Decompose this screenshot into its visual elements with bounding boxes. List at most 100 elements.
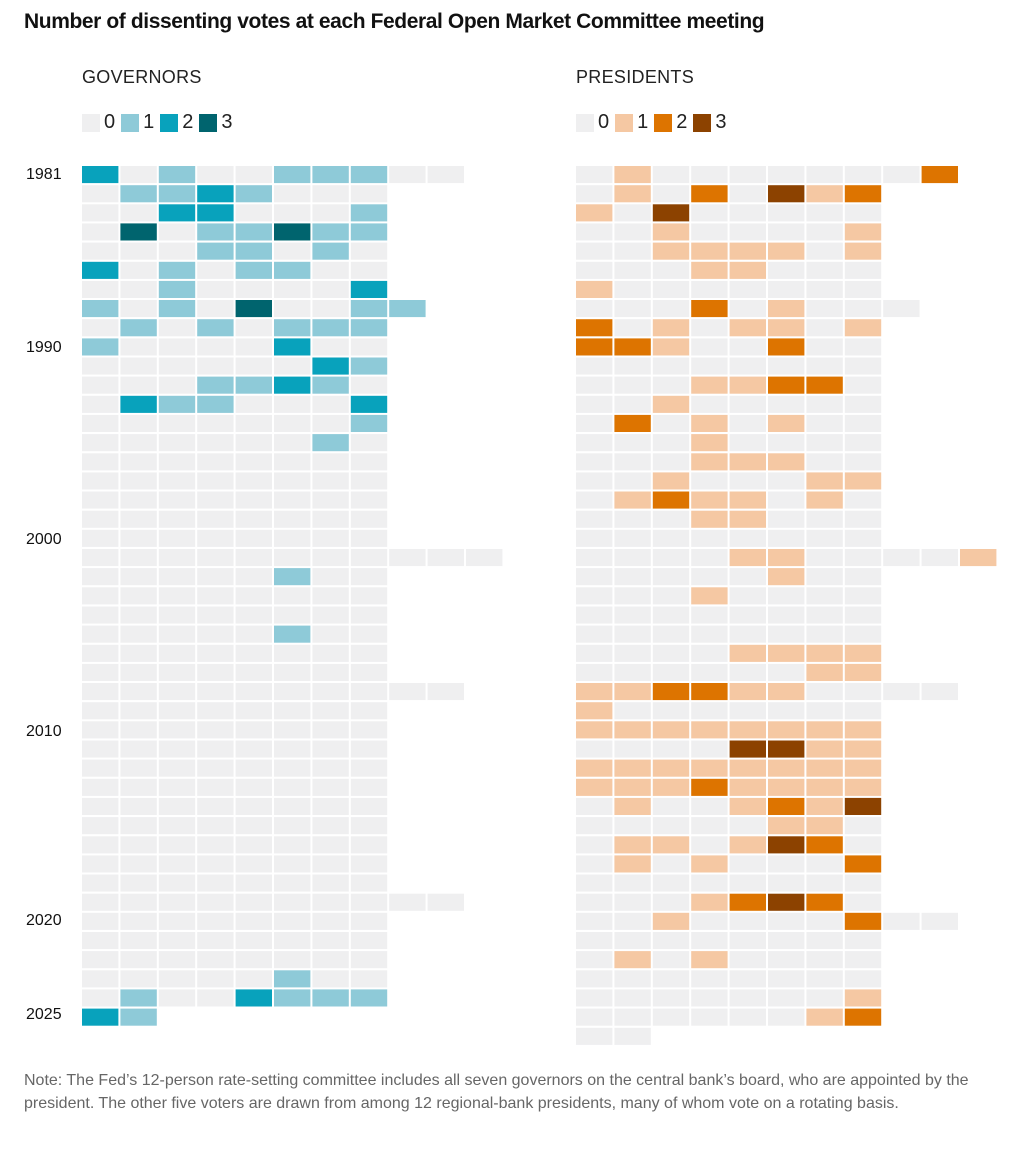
cell-presidents-1986-3 xyxy=(652,261,690,279)
cell-presidents-2011-3 xyxy=(652,740,690,758)
cell-presidents-2025-2 xyxy=(614,1008,651,1026)
cell-presidents-2016-1 xyxy=(576,836,613,854)
cell-presidents-2011-2 xyxy=(614,740,651,758)
cell-governors-1999-2 xyxy=(120,510,157,528)
cell-governors-2014-4 xyxy=(197,797,234,815)
cell-presidents-1986-7 xyxy=(806,261,843,279)
cell-presidents-1993-7 xyxy=(806,395,843,413)
cell-presidents-2021-5 xyxy=(729,932,766,950)
cell-presidents-1981-8 xyxy=(844,166,882,184)
cell-presidents-1988-8 xyxy=(844,300,882,318)
cell-governors-2006-8 xyxy=(350,644,388,662)
cell-presidents-1986-2 xyxy=(614,261,651,279)
cell-presidents-2022-4 xyxy=(691,951,728,969)
cell-governors-1986-7 xyxy=(312,261,349,279)
cell-presidents-2010-2 xyxy=(614,721,651,739)
cell-governors-2006-4 xyxy=(197,644,234,662)
cell-presidents-2009-8 xyxy=(844,702,882,720)
legend-item-pres-0: 0 xyxy=(576,111,609,134)
cell-governors-2008-8 xyxy=(350,683,388,701)
legend-item-pres-3: 3 xyxy=(693,111,727,134)
cell-governors-1999-6 xyxy=(274,510,311,528)
cell-governors-1993-4 xyxy=(197,395,234,413)
cell-governors-2018-5 xyxy=(235,874,272,892)
cell-governors-1999-3 xyxy=(158,510,196,528)
cell-governors-2005-2 xyxy=(120,625,157,643)
cell-presidents-1990-3 xyxy=(652,338,690,356)
cell-governors-1981-4 xyxy=(197,166,234,184)
cell-presidents-2005-8 xyxy=(844,625,882,643)
cell-presidents-1987-3 xyxy=(652,280,690,298)
cell-governors-2007-3 xyxy=(158,663,196,681)
cell-governors-2016-6 xyxy=(274,836,311,854)
cell-governors-2002-3 xyxy=(158,568,196,586)
cell-presidents-2005-1 xyxy=(576,625,613,643)
cell-presidents-2013-4 xyxy=(691,778,728,796)
cell-governors-2019-7 xyxy=(312,893,349,911)
cell-presidents-2017-3 xyxy=(652,855,690,873)
cell-governors-1988-2 xyxy=(120,300,157,318)
cell-presidents-1997-5 xyxy=(729,472,766,490)
cell-governors-2010-8 xyxy=(350,721,388,739)
cell-presidents-2002-4 xyxy=(691,568,728,586)
cell-presidents-1997-8 xyxy=(844,472,882,490)
cell-governors-2003-6 xyxy=(274,587,311,605)
cell-presidents-1991-5 xyxy=(729,357,766,375)
cell-presidents-2008-4 xyxy=(691,683,728,701)
cell-governors-2000-5 xyxy=(235,529,272,547)
cell-presidents-2023-7 xyxy=(806,970,843,988)
cell-governors-2003-5 xyxy=(235,587,272,605)
cell-presidents-2011-7 xyxy=(806,740,843,758)
cell-presidents-2000-8 xyxy=(844,529,882,547)
cell-governors-2009-3 xyxy=(158,702,196,720)
cell-governors-1982-7 xyxy=(312,185,349,203)
cell-presidents-2010-5 xyxy=(729,721,766,739)
cell-presidents-1982-8 xyxy=(844,185,882,203)
cell-governors-2012-4 xyxy=(197,759,234,777)
cell-governors-2010-1 xyxy=(82,721,119,739)
cell-governors-1985-3 xyxy=(158,242,196,260)
cell-presidents-2001-2 xyxy=(614,549,651,567)
cell-presidents-1992-8 xyxy=(844,376,882,394)
cell-presidents-2002-7 xyxy=(806,568,843,586)
cell-presidents-2005-5 xyxy=(729,625,766,643)
cell-governors-2015-8 xyxy=(350,817,388,835)
cell-presidents-1988-4 xyxy=(691,300,728,318)
cell-governors-2005-3 xyxy=(158,625,196,643)
cell-presidents-1994-6 xyxy=(768,414,805,432)
cell-presidents-1993-8 xyxy=(844,395,882,413)
cell-presidents-2001-11 xyxy=(960,549,997,567)
cell-governors-2024-4 xyxy=(197,989,234,1007)
cell-governors-1982-5 xyxy=(235,185,272,203)
cell-governors-2004-7 xyxy=(312,606,349,624)
cell-governors-2023-4 xyxy=(197,970,234,988)
cell-presidents-2012-6 xyxy=(768,759,805,777)
cell-governors-2007-7 xyxy=(312,663,349,681)
cell-governors-2010-3 xyxy=(158,721,196,739)
cell-presidents-2018-5 xyxy=(729,874,766,892)
cell-governors-2017-3 xyxy=(158,855,196,873)
cell-presidents-1997-2 xyxy=(614,472,651,490)
cell-governors-1989-2 xyxy=(120,319,157,337)
cell-presidents-2012-8 xyxy=(844,759,882,777)
cell-presidents-2021-7 xyxy=(806,932,843,950)
cell-governors-1991-3 xyxy=(158,357,196,375)
cell-presidents-2011-6 xyxy=(768,740,805,758)
cell-presidents-2005-6 xyxy=(768,625,805,643)
cell-governors-1998-3 xyxy=(158,491,196,509)
cell-governors-1983-8 xyxy=(350,204,388,222)
cell-presidents-2004-4 xyxy=(691,606,728,624)
cell-governors-2005-6 xyxy=(274,625,311,643)
legend-label-pres-3: 3 xyxy=(715,111,727,133)
cell-governors-1985-2 xyxy=(120,242,157,260)
cell-presidents-1988-7 xyxy=(806,300,843,318)
cell-presidents-2004-5 xyxy=(729,606,766,624)
cell-presidents-2023-1 xyxy=(576,970,613,988)
cell-presidents-1997-4 xyxy=(691,472,728,490)
cell-presidents-2001-7 xyxy=(806,549,843,567)
cell-presidents-1989-1 xyxy=(576,319,613,337)
cell-governors-2017-2 xyxy=(120,855,157,873)
cell-presidents-1987-7 xyxy=(806,280,843,298)
cell-presidents-1985-1 xyxy=(576,242,613,260)
cell-governors-1991-7 xyxy=(312,357,349,375)
